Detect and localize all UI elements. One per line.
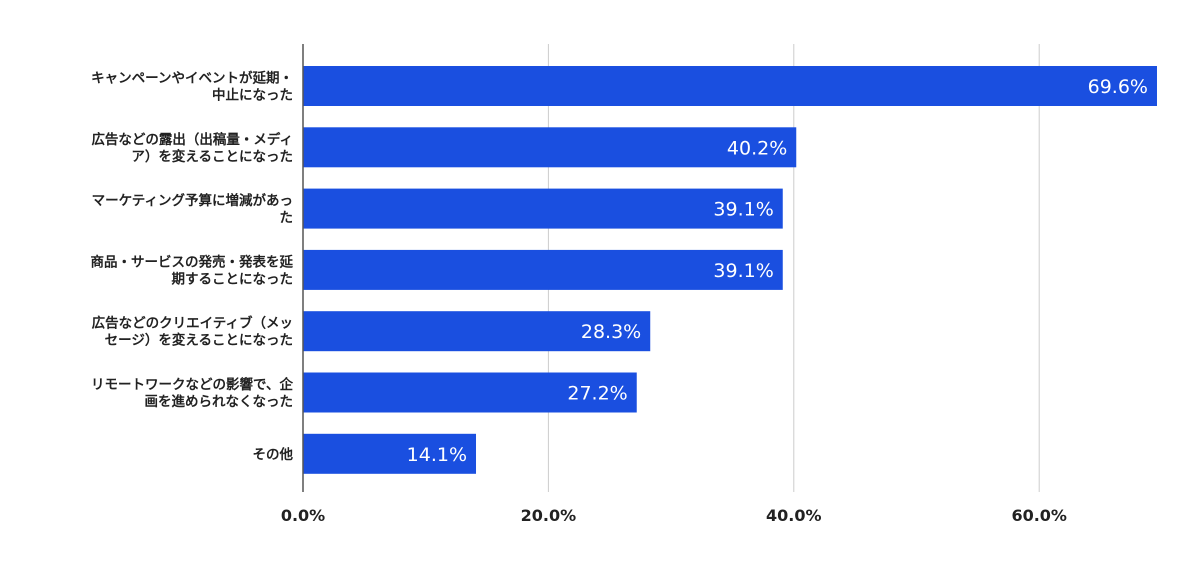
x-tick-label-1: 20.0% — [521, 506, 577, 525]
category-label-2-1: た — [280, 210, 294, 226]
bars — [303, 66, 1157, 474]
category-label-6-0: その他 — [253, 446, 294, 463]
bar-6 — [303, 433, 477, 474]
category-label-5-1: 画を進められなくなった — [145, 394, 294, 410]
category-label-1-0: 広告などの露出（出稿量・メディ — [91, 131, 293, 148]
data-label-1: 40.2% — [727, 137, 787, 159]
bar-2 — [303, 188, 783, 229]
data-label-2: 39.1% — [713, 199, 773, 221]
category-label-5-0: リモートワークなどの影響で、企 — [91, 376, 293, 393]
bar-4 — [303, 311, 651, 352]
category-label-4-0: 広告などのクリエイティブ（メッ — [92, 315, 293, 332]
category-label-0-1: 中止になった — [212, 87, 293, 104]
x-tick-label-2: 40.0% — [766, 506, 822, 525]
data-label-6: 14.1% — [407, 444, 467, 466]
data-label-0: 69.6% — [1088, 76, 1148, 98]
category-label-2-0: マーケティング予算に増減があっ — [92, 192, 293, 209]
category-label-0-0: キャンペーンやイベントが延期・ — [91, 70, 293, 87]
category-label-3-0: 商品・サービスの発売・発表を延 — [91, 253, 294, 270]
bar-0 — [303, 66, 1157, 106]
category-label-4-1: セージ）を変えることになった — [105, 332, 293, 349]
bar-3 — [303, 249, 783, 290]
x-tick-label-3: 60.0% — [1011, 506, 1067, 525]
labels: 69.6% 40.2% 39.1% 39.1% 28.3% 27.2% 14.1% キャンペー… — [91, 70, 1148, 526]
category-label-3-1: 期することになった — [172, 271, 294, 287]
data-label-5: 27.2% — [567, 383, 627, 405]
category-label-1-1: ア）を変えることになった — [131, 148, 293, 165]
data-label-4: 28.3% — [581, 321, 641, 343]
data-label-3: 39.1% — [713, 260, 773, 282]
bar-1 — [303, 127, 797, 168]
bar-5 — [303, 372, 637, 413]
x-tick-label-0: 0.0% — [281, 506, 325, 525]
